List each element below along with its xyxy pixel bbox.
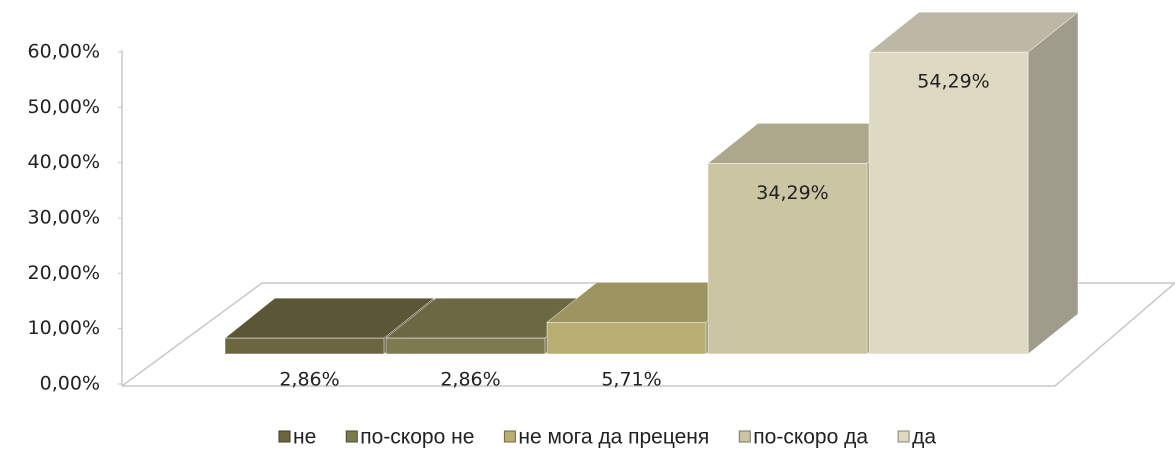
value-label: 2,86%: [440, 369, 500, 391]
bar-side: [1027, 11, 1079, 355]
y-tick-label: 20,00%: [28, 262, 100, 284]
value-label: 54,29%: [917, 71, 989, 93]
value-label: 5,71%: [601, 369, 661, 391]
legend-marker: [278, 430, 291, 443]
value-label: 2,86%: [279, 369, 339, 391]
legend-marker: [503, 430, 516, 443]
bar-front: [546, 322, 707, 355]
legend-label: да: [912, 426, 936, 449]
y-tick-label: 10,00%: [28, 317, 100, 339]
y-tick-label: 60,00%: [28, 41, 100, 63]
floor-edge: [121, 50, 1175, 387]
legend-marker: [897, 430, 910, 443]
legend-label: по-скоро да: [753, 426, 868, 449]
legend-label: по-скоро не: [360, 426, 474, 449]
legend-marker: [345, 430, 358, 443]
bar: [868, 11, 1079, 355]
floor: [121, 50, 1175, 387]
bar-front: [868, 51, 1029, 355]
y-tick-label: 40,00%: [28, 151, 100, 173]
bar-front: [385, 337, 546, 355]
legend-label: не мога да преценя: [518, 426, 709, 449]
y-tick-label: 50,00%: [28, 96, 100, 118]
legend: не по-скоро не не мога да преценя по-скоро …: [278, 426, 936, 449]
legend-label: не: [293, 426, 316, 449]
y-tick-label: 30,00%: [28, 207, 100, 229]
value-label: 34,29%: [756, 182, 828, 204]
bar-front: [707, 163, 868, 355]
bar-front: [224, 337, 385, 355]
y-tick-label: 0,00%: [40, 373, 100, 395]
legend-marker: [738, 430, 751, 443]
